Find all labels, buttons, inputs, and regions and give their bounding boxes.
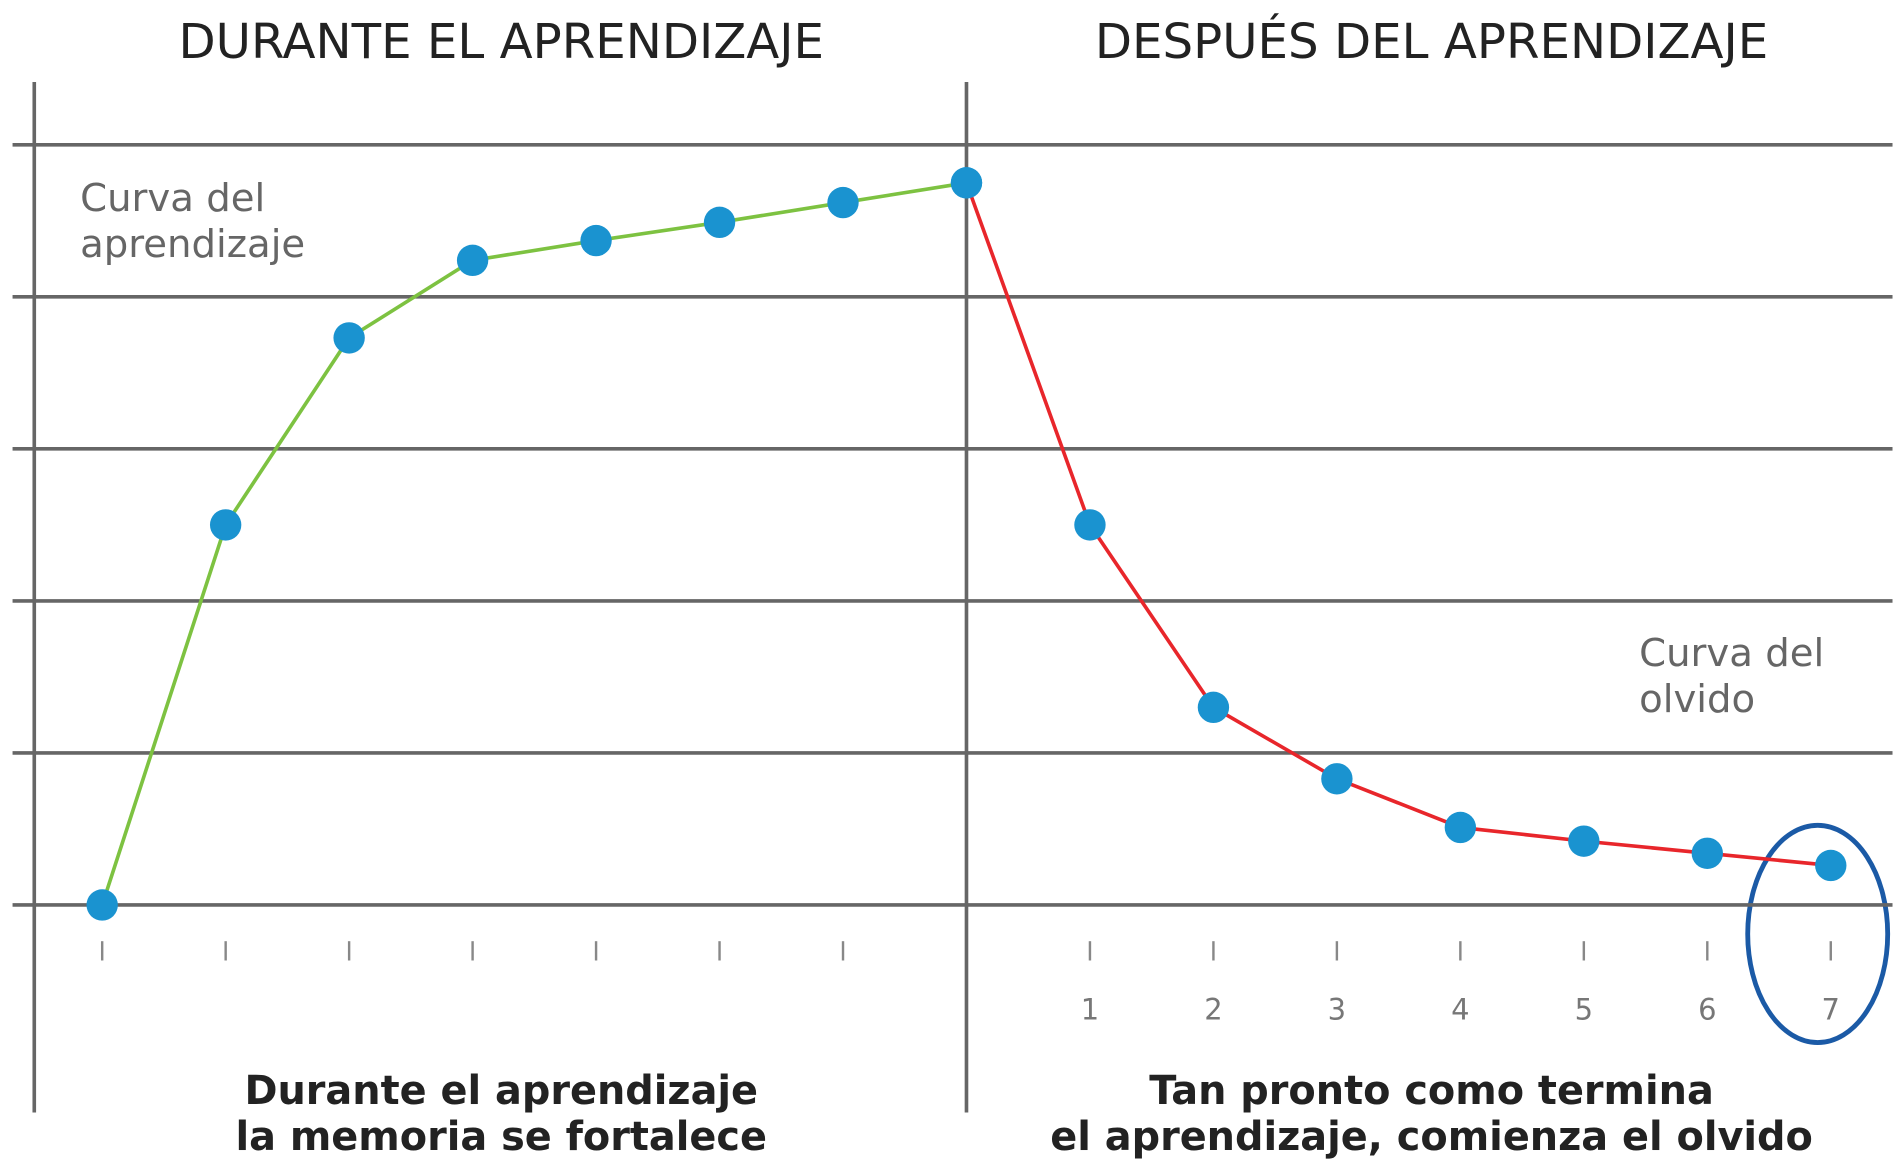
data-point (1568, 825, 1600, 857)
data-point (950, 167, 983, 199)
caption: el aprendizaje, comienza el olvido (1050, 1114, 1813, 1160)
series-line (964, 182, 1831, 868)
data-point (580, 224, 612, 257)
x-tick-label: 4 (1451, 993, 1469, 1027)
data-point (1691, 837, 1723, 869)
data-point (703, 206, 736, 239)
data-point (1074, 509, 1106, 541)
data-point (209, 509, 242, 541)
data-point (1815, 849, 1847, 882)
data-point (86, 889, 118, 921)
section-title: DURANTE EL APRENDIZAJE (178, 14, 824, 70)
data-point (1444, 811, 1477, 844)
x-tick-label: 5 (1575, 993, 1593, 1027)
x-tick-label: 1 (1081, 993, 1099, 1027)
caption: Durante el aprendizaje (244, 1068, 758, 1114)
data-point (1197, 691, 1230, 724)
highlight-circle (1745, 822, 1891, 1045)
x-tick-label: 7 (1822, 993, 1840, 1027)
section-title: DESPUÉS DEL APRENDIZAJE (1095, 13, 1768, 70)
data-point (456, 244, 489, 277)
annotation: aprendizaje (80, 222, 305, 267)
annotation: Curva del (80, 176, 265, 221)
series-line (100, 181, 967, 906)
annotation: Curva del (1639, 631, 1824, 676)
caption: Tan pronto como termina (1149, 1068, 1714, 1114)
data-point (827, 186, 859, 219)
x-tick-label: 2 (1204, 993, 1222, 1027)
annotation: olvido (1639, 677, 1755, 722)
x-tick-label: 3 (1328, 993, 1346, 1027)
data-point (333, 322, 365, 354)
data-point (1321, 763, 1353, 795)
x-tick-label: 6 (1698, 993, 1716, 1027)
caption: la memoria se fortalece (235, 1114, 767, 1160)
